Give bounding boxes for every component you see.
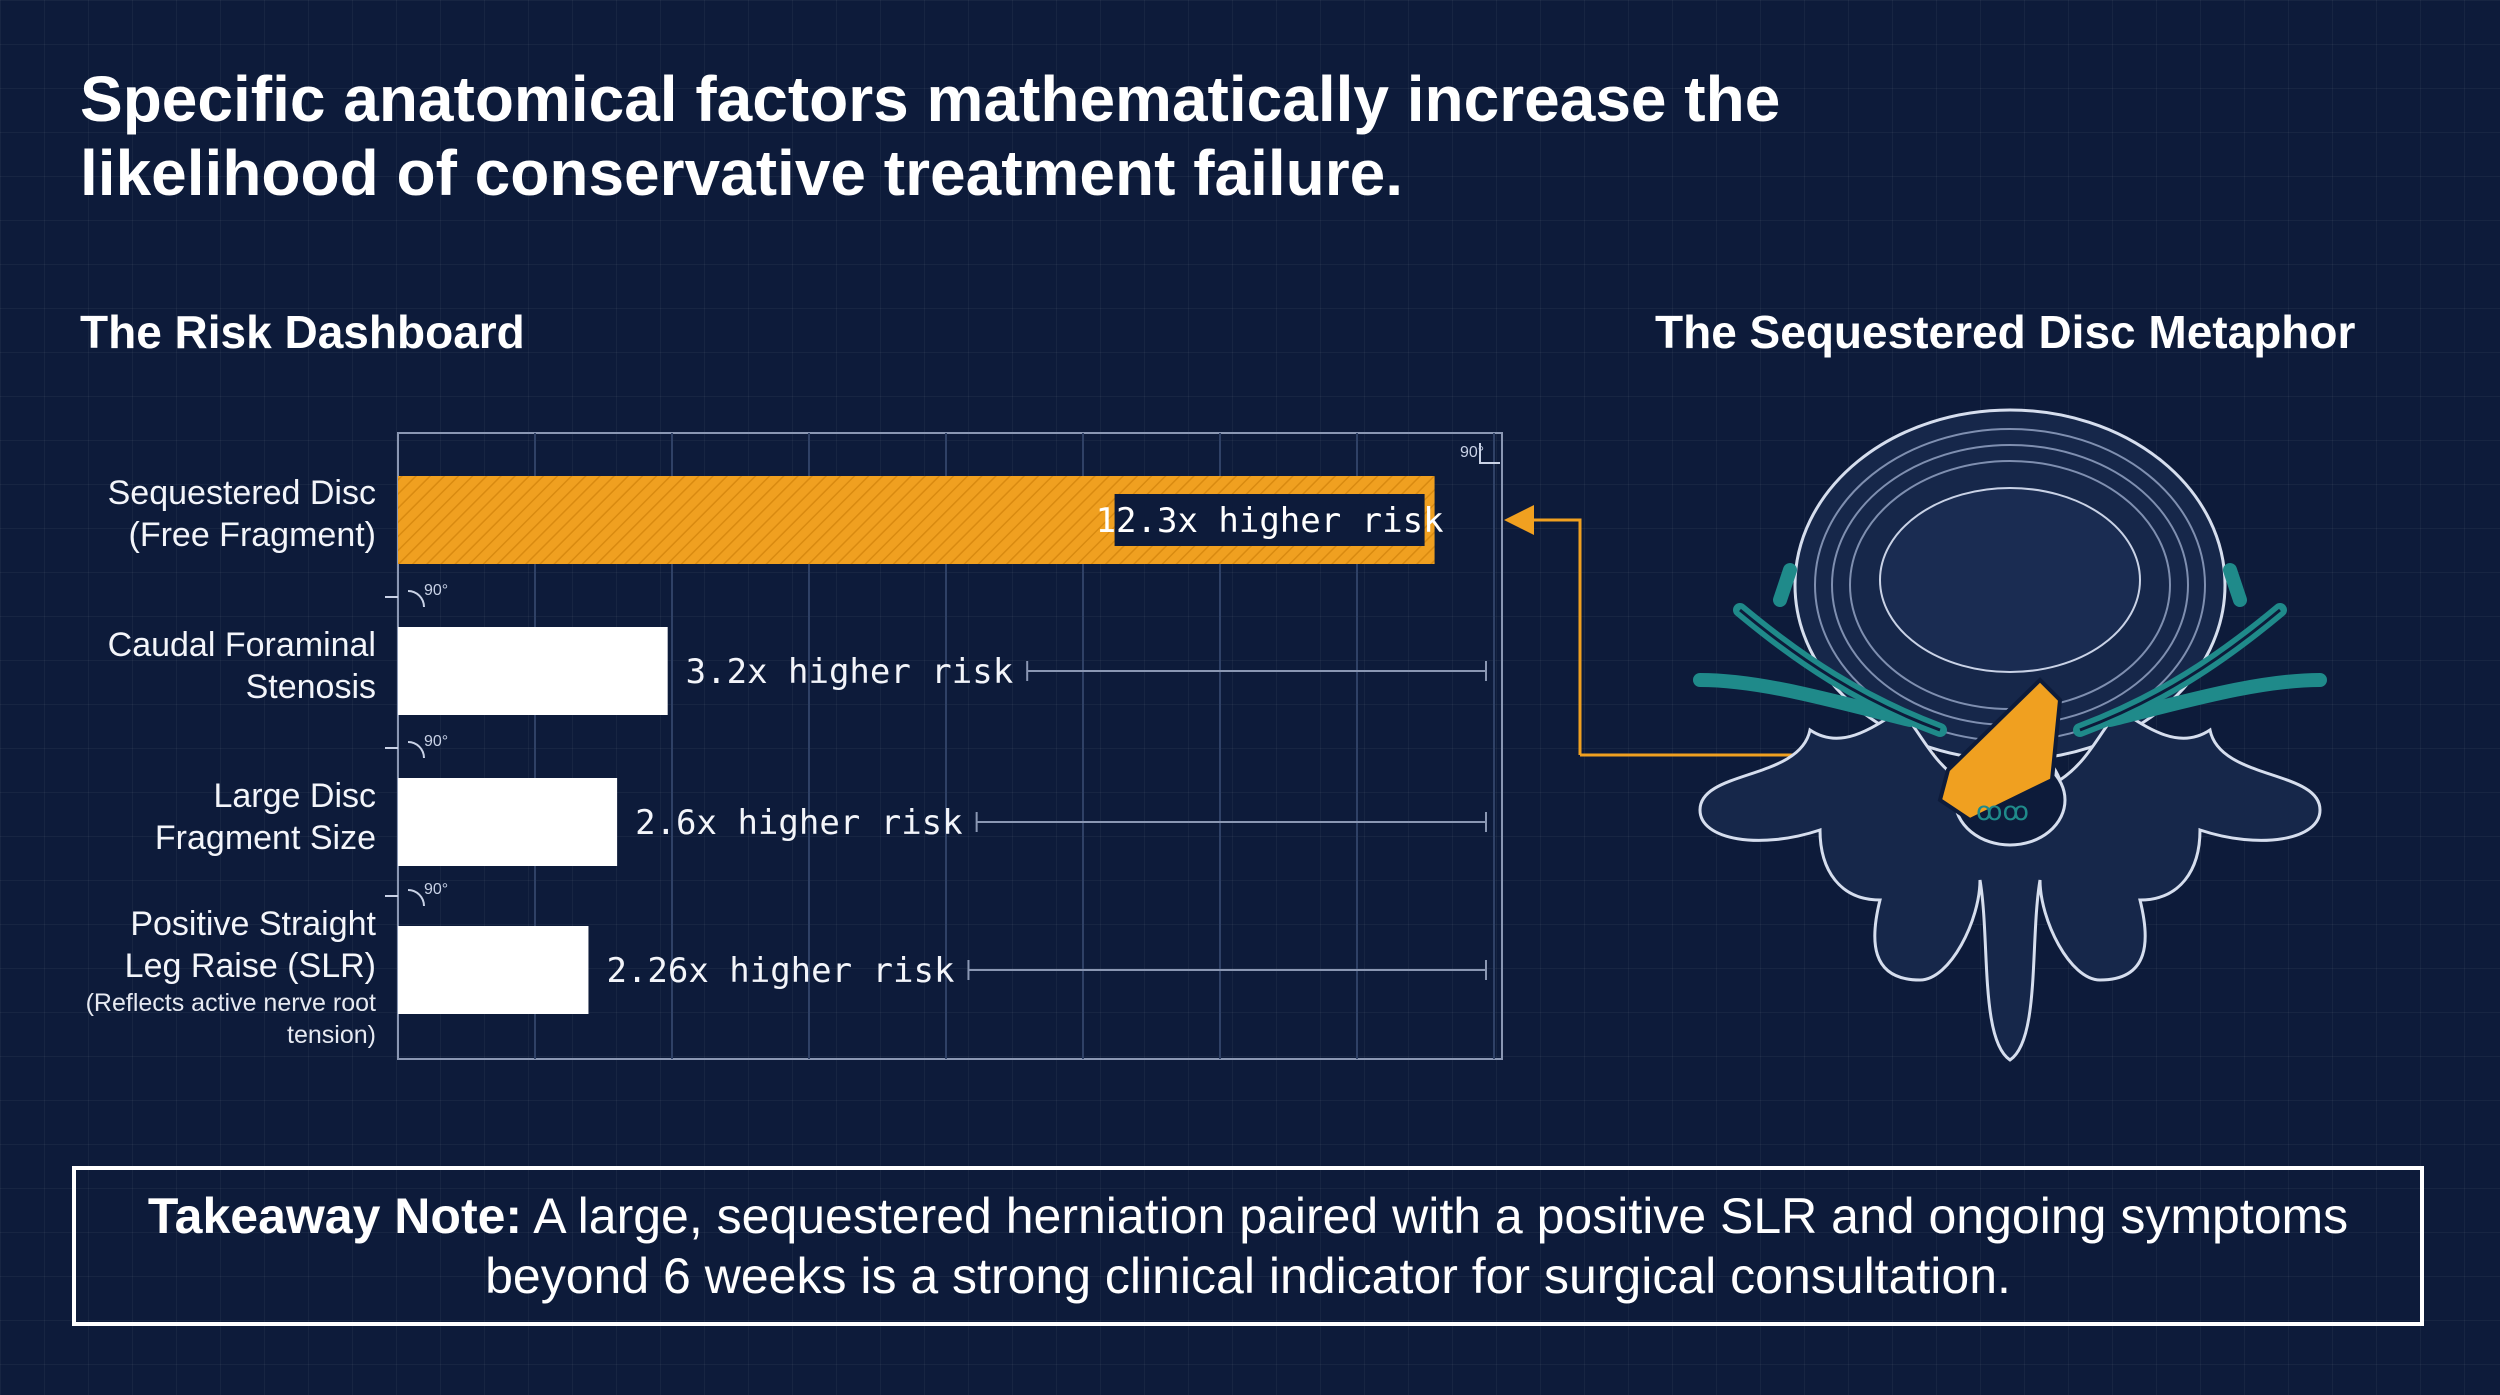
angle-arc-icon bbox=[385, 741, 425, 759]
angle-marker-label: 90° bbox=[424, 733, 448, 750]
sequestered-disc-heading: The Sequestered Disc Metaphor bbox=[1655, 306, 2356, 358]
category-label-large-disc-fragment: Large Disc Fragment Size bbox=[154, 777, 376, 857]
free-fragment-icon bbox=[1937, 677, 2063, 823]
angle-arc-icon bbox=[385, 889, 425, 907]
bar-3 bbox=[398, 926, 589, 1014]
value-label-box bbox=[1114, 494, 1425, 546]
bar-2 bbox=[398, 778, 618, 866]
value-label: 2.26x higher risk bbox=[606, 951, 954, 991]
angle-arc-icon bbox=[385, 590, 425, 608]
angle-marker-label: 90° bbox=[1460, 444, 1484, 461]
angle-marker-label: 90° bbox=[424, 582, 448, 599]
angle-marker-label: 90° bbox=[424, 881, 448, 898]
chart-bars bbox=[398, 476, 1435, 1014]
slr-note: (Reflects active nerve root tension) bbox=[85, 989, 376, 1049]
page-title: Specific anatomical factors mathematical… bbox=[80, 63, 1781, 209]
takeaway-note: Takeaway Note: A large, sequestered hern… bbox=[72, 1166, 2424, 1326]
bar-1 bbox=[398, 627, 668, 715]
risk-dashboard-heading: The Risk Dashboard bbox=[80, 306, 525, 358]
category-label-sequestered-disc: Sequestered Disc (Free Fragment) bbox=[107, 474, 376, 554]
category-label-caudal-foraminal-stenosis: Caudal Foraminal Stenosis bbox=[107, 626, 376, 706]
value-label: 3.2x higher risk bbox=[686, 652, 1014, 692]
right-angle-icon bbox=[1479, 443, 1500, 464]
takeaway-label: Takeaway Note: bbox=[147, 1188, 523, 1244]
disc-rings-icon bbox=[1793, 408, 2227, 762]
value-label: 2.6x higher risk bbox=[635, 803, 963, 843]
value-label: 12.3x higher risk bbox=[1096, 501, 1444, 541]
takeaway-text: A large, sequestered herniation paired w… bbox=[485, 1188, 2349, 1304]
chart-annotations: 12.3x higher risk 90° 3.2x higher risk 90° 2… bbox=[385, 443, 1500, 991]
fragment-squiggle-icon: ꝏꝏ bbox=[1976, 796, 2029, 826]
nerve-roots-outline-icon bbox=[1739, 608, 2281, 732]
vertebra-illustration: ꝏꝏ bbox=[1693, 408, 2327, 1062]
chart-frame bbox=[397, 432, 1503, 1060]
category-label-positive-slr: Positive Straight Leg Raise (SLR) (Refle… bbox=[0, 903, 376, 1051]
